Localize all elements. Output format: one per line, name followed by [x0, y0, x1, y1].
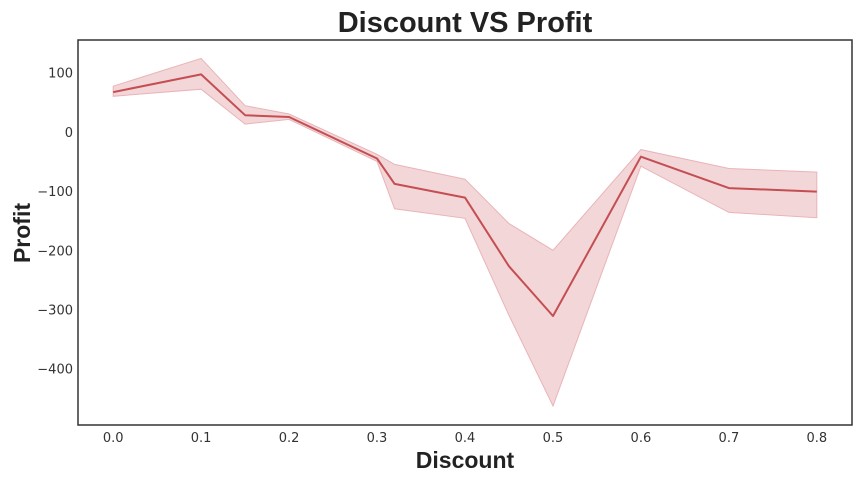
x-tick-label: 0.6 — [631, 431, 652, 446]
x-tick-label: 0.1 — [191, 431, 212, 446]
x-tick-label: 0.8 — [806, 431, 827, 446]
y-axis-ticks: 100 0 −100 −200 −300 −400 — [37, 67, 73, 378]
plot-frame — [77, 39, 853, 426]
y-tick-label: −200 — [37, 244, 73, 259]
x-tick-label: 0.2 — [279, 431, 300, 446]
y-axis-label: Profit — [9, 203, 35, 263]
x-tick-label: 0.7 — [719, 431, 740, 446]
plot-area — [77, 39, 853, 426]
series-line — [113, 73, 817, 317]
y-tick-label: −300 — [37, 304, 73, 319]
x-axis-label: Discount — [416, 447, 515, 473]
x-tick-label: 0.4 — [455, 431, 476, 446]
x-axis-ticks: 0.0 0.1 0.2 0.3 0.4 0.5 0.6 0.7 0.8 — [103, 431, 827, 446]
x-tick-label: 0.0 — [103, 431, 124, 446]
y-tick-label: −400 — [37, 363, 73, 378]
confidence-band — [112, 57, 818, 408]
y-tick-label: 100 — [48, 67, 73, 82]
y-tick-label: 0 — [65, 126, 73, 141]
chart-title: Discount VS Profit — [338, 7, 593, 39]
x-tick-label: 0.5 — [543, 431, 564, 446]
x-tick-label: 0.3 — [367, 431, 388, 446]
y-tick-label: −100 — [37, 185, 73, 200]
